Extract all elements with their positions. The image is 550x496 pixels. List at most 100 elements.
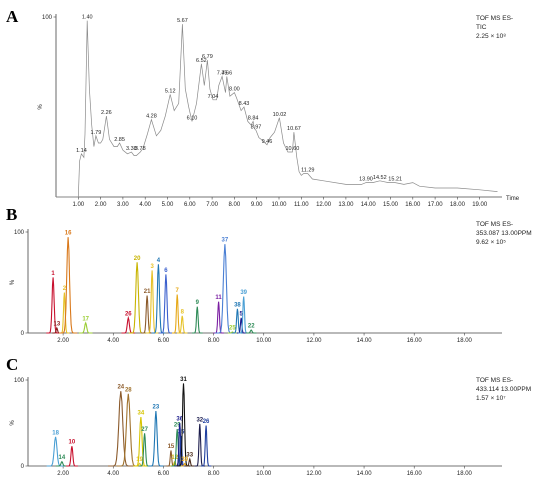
peak-number-label: 19 [136,457,143,463]
panel-b: B2.00 4.00 6.00 8.00 10.00 12.00 14.00 16.00 18.… [6,205,532,344]
peak-trace [59,237,78,334]
x-tick-label: 3.00 [117,202,129,208]
x-tick-label: 6.00 [184,202,196,208]
x-tick-label: 1.00 [72,202,84,208]
x-tick-label: 6.00 [158,338,170,344]
peak-trace [245,329,257,334]
peak-number-label: 15 [168,444,175,450]
peak-label: 3.78 [135,146,146,152]
peak-number-label: 3 [150,264,154,270]
peak-34: 34 [133,410,149,467]
peak-label: 7.66 [221,70,232,76]
y-axis-label: % [10,420,16,426]
peak-number-label: 9 [196,300,200,306]
info-line: TOF MS ES- [476,15,513,22]
peak-number-label: 11 [215,295,222,301]
peak-number-label: 32 [196,417,203,423]
x-tick-label: 8.00 [208,338,220,344]
peak-number-label: 33 [186,453,193,459]
x-tick-label: 4.00 [107,471,119,477]
x-tick-label: 4.00 [139,202,151,208]
peak-label: 4.28 [146,114,157,120]
peak-label: 8.97 [251,124,262,130]
y-tick-label: 100 [42,15,53,21]
peak-trace [128,262,146,334]
peak-label: 10.67 [287,126,301,132]
peak-trace [78,321,93,334]
info-line: 353.087 13.00PPM [476,230,532,237]
peak-number-label: 26 [203,419,210,425]
x-tick-label: 18.00 [457,338,473,344]
peak-number-label: 5 [240,311,244,317]
peak-number-label: 13 [53,321,60,327]
peak-label: 11.29 [301,168,314,174]
peak-trace [65,446,78,467]
peak-number-label: 37 [222,238,229,244]
peak-number-label: 10 [69,440,76,446]
peak-number-label: 14 [59,455,66,461]
peak-23: 23 [148,404,164,467]
panel-a: A 1.00 2.00 3.00 4.00 5.00 6.00 7.00 8.00 9.00 10.… [6,7,520,208]
x-tick-label: 8.00 [229,202,241,208]
peak-number-label: 21 [144,289,151,295]
peak-5: 5 [236,311,246,334]
x-axis-label: Time [506,196,520,202]
x-tick-label: 18.00 [457,471,473,477]
peak-21: 21 [141,289,154,334]
x-tick-label: 12.00 [306,338,322,344]
peak-18: 18 [46,430,65,467]
x-tick-label: 6.00 [158,471,170,477]
peak-label: 10.60 [285,146,299,152]
peak-number-label: 23 [153,404,160,410]
peak-number-label: 30 [181,457,188,463]
y-tick-label: 100 [14,378,25,384]
x-tick-label: 4.00 [107,338,119,344]
x-tick-label: 10.00 [271,202,287,208]
peak-6: 6 [159,268,173,334]
peak-label: 2.26 [101,110,112,116]
peak-8: 8 [177,309,188,334]
peak-trace [133,416,149,467]
peak-trace [46,277,60,334]
peak-trace [148,410,164,467]
x-tick-label: 8.00 [208,471,220,477]
peak-13: 13 [52,321,62,334]
x-tick-label: 12.00 [306,471,322,477]
peak-number-label: 35 [178,429,185,435]
peak-trace [146,270,159,334]
peak-33: 33 [185,453,195,467]
peak-label: 8.43 [239,101,250,107]
y-axis-label: % [10,279,16,285]
peak-number-label: 4 [157,258,161,264]
peak-number-label: 27 [141,427,148,433]
peak-7: 7 [172,288,183,334]
peak-trace [121,315,136,334]
peak-number-label: 17 [82,316,89,322]
peak-trace [159,274,173,334]
peak-label: 1.40 [82,15,93,21]
y-tick-label: 100 [14,230,25,236]
x-tick-label: 12.00 [316,202,332,208]
info-line: 9.62 × 10⁵ [476,239,506,246]
peak-trace [141,295,154,334]
peak-label: 6.10 [187,115,198,121]
x-tick-label: 16.00 [407,471,423,477]
info-line: TIC [476,24,487,31]
tic-trace [56,20,498,198]
peak-number-label: 6 [164,268,168,274]
peak-label: 1.14 [76,148,87,154]
panel-letter: C [6,355,18,374]
peak-number-label: 16 [65,231,72,237]
peak-number-label: 24 [117,385,124,391]
peak-label: 6.79 [202,54,213,60]
peak-number-label: 36 [176,417,183,423]
peak-label: 5.67 [177,18,188,24]
peak-label: 8.00 [229,87,240,93]
x-tick-label: 16.00 [405,202,421,208]
peak-number-label: 8 [181,309,185,315]
peak-number-label: 7 [176,288,180,294]
x-tick-label: 10.00 [256,338,272,344]
peak-trace [108,391,134,467]
peak-number-label: 39 [240,290,247,296]
